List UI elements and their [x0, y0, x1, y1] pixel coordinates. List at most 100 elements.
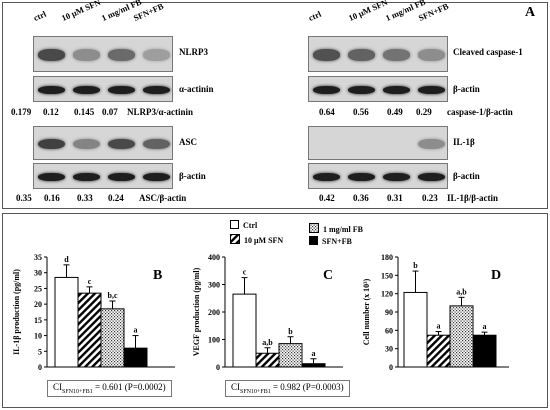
y-tick-label-0-7: 35 [34, 253, 42, 262]
significance-label-1-0: c [243, 268, 247, 277]
ci-box-b: CISFN10+FB1 = 0.601 (P=0.0002) [47, 380, 172, 397]
ratio-value: 0.07 [102, 107, 118, 117]
panel-letter-d: D [491, 268, 501, 283]
blot-band [418, 138, 445, 150]
blot-band [143, 85, 170, 95]
protein-label-1: α-actinin [179, 84, 214, 94]
bar-2-2 [449, 305, 474, 368]
y-tick-label-2-2: 60 [385, 326, 393, 335]
blot-band [313, 172, 340, 182]
bar-0-2 [100, 308, 125, 368]
y-tick-label-1-4: 400 [208, 253, 220, 262]
bar-1-0 [232, 293, 257, 368]
y-tick-label-1-3: 300 [208, 281, 220, 290]
ratio-value: 0.12 [43, 107, 59, 117]
y-tick-label-2-5: 150 [381, 271, 393, 280]
significance-label-0-0: d [64, 255, 69, 264]
blot-band [383, 172, 410, 182]
blot-band [73, 172, 100, 182]
ratio-value: 0.56 [353, 107, 369, 117]
ratio-value: 0.145 [74, 107, 95, 117]
lane-label-left-1: 10 μM SFN [59, 0, 103, 24]
blot-6 [308, 126, 448, 160]
significance-label-1-2: b [288, 327, 293, 336]
significance-label-2-3: a [483, 322, 487, 331]
bar-charts-svg: 0 5 10 15 20 25 30 35 IL-1β production (pg/ml) Bd… [12, 253, 509, 372]
significance-label-0-2: b,c [108, 291, 118, 300]
blot-2 [33, 126, 173, 160]
blot-band [143, 49, 170, 61]
lane-label-left-0: ctrl [31, 8, 48, 23]
blot-band [383, 49, 410, 61]
ratio-label: NLRP3/α-actinin [127, 107, 194, 117]
blot-1 [33, 76, 173, 102]
blot-band [383, 85, 410, 95]
ratio-value: 0.24 [108, 193, 124, 203]
y-tick-label-2-6: 180 [381, 253, 393, 262]
blot-band [313, 85, 340, 95]
y-axis-label-1: VEGF production (pg/ml) [192, 267, 201, 356]
ratio-value: 0.179 [11, 107, 32, 117]
ratio-label: IL-1β/β-actin [447, 193, 498, 203]
blot-band [348, 85, 375, 95]
ratio-value: 0.64 [319, 107, 335, 117]
blot-band [348, 172, 375, 182]
blot-band [73, 138, 100, 150]
protein-label-6: IL-1β [453, 137, 475, 147]
blot-band [418, 49, 445, 61]
y-tick-label-0-5: 25 [34, 284, 42, 293]
bar-1-2 [278, 343, 303, 368]
ratio-value: 0.36 [353, 193, 369, 203]
y-tick-label-0-3: 15 [34, 316, 42, 325]
blot-4 [308, 36, 448, 72]
significance-label-0-3: a [134, 326, 138, 335]
y-tick-label-1-0: 0 [216, 363, 220, 372]
protein-label-5: β-actin [453, 84, 480, 94]
blot-band [38, 138, 65, 150]
bar-1-3 [301, 363, 326, 368]
bar-0-3 [123, 347, 148, 368]
ratio-value: 0.33 [77, 193, 93, 203]
ratio-row-0: 0.179 0.12 0.145 0.07 NLRP3/α-actinin [11, 107, 251, 119]
blot-band [38, 172, 65, 182]
bar-2-1 [426, 334, 451, 368]
protein-label-0: NLRP3 [179, 47, 208, 57]
significance-label-1-1: a,b [262, 338, 273, 347]
protein-label-3: β-actin [179, 171, 206, 181]
ratio-value: 0.49 [387, 107, 403, 117]
blot-7 [308, 163, 448, 189]
blot-band [108, 172, 135, 182]
y-tick-label-1-1: 100 [208, 336, 220, 345]
blot-band [73, 49, 100, 61]
blot-band [108, 85, 135, 95]
blot-band [418, 172, 445, 182]
blot-band [108, 49, 135, 61]
significance-label-2-2: a,b [456, 287, 467, 296]
bar-2-3 [472, 334, 497, 368]
y-tick-label-0-6: 30 [34, 269, 42, 278]
protein-label-2: ASC [179, 137, 198, 147]
blot-5 [308, 76, 448, 102]
lane-label-right-0: ctrl [306, 8, 323, 23]
ratio-row-2: 0.64 0.56 0.49 0.29 caspase-1/β-actin [319, 107, 550, 119]
lane-label-right-1: 10 μM SFN [346, 0, 390, 24]
blot-band [313, 49, 340, 61]
bar-2-0 [403, 291, 428, 368]
bar-0-0 [54, 276, 79, 368]
protein-label-4: Cleaved caspase-1 [453, 47, 523, 57]
blot-0 [33, 36, 173, 72]
y-tick-label-2-0: 0 [389, 363, 393, 372]
ratio-value: 0.31 [387, 193, 403, 203]
ratio-label: ASC/β-actin [139, 193, 187, 203]
y-tick-label-0-2: 10 [34, 332, 42, 341]
blot-band [108, 138, 135, 150]
bar-0-1 [77, 292, 102, 368]
blot-band [143, 172, 170, 182]
bar-1-1 [255, 352, 280, 368]
blot-band [348, 49, 375, 61]
ratio-value: 0.16 [44, 193, 60, 203]
y-axis-label-2: Cell number (x 10³) [362, 278, 371, 345]
blot-band [38, 85, 65, 95]
blot-band [73, 85, 100, 95]
panel-letter-b: B [153, 268, 162, 283]
